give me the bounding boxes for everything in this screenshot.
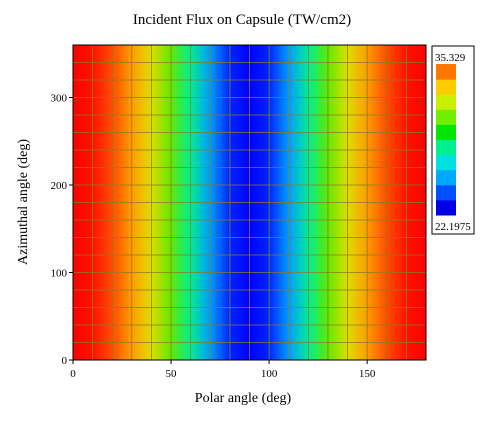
x-tick-label: 150 bbox=[359, 368, 376, 380]
x-tick-label: 50 bbox=[166, 368, 178, 380]
colorbar-swatches bbox=[436, 64, 456, 216]
colorbar-swatch bbox=[436, 79, 456, 95]
colorbar-swatch bbox=[436, 169, 456, 186]
y-tick-label: 300 bbox=[51, 93, 68, 105]
colorbar-swatch bbox=[436, 184, 456, 201]
colorbar-swatch bbox=[436, 94, 456, 110]
plot-area: 0 50 100 150 0 100 200 300 bbox=[51, 44, 427, 380]
plot-frame bbox=[72, 44, 427, 361]
x-tick-label: 100 bbox=[261, 368, 278, 380]
colorbar-swatch bbox=[436, 64, 456, 80]
grid bbox=[73, 45, 426, 360]
colorbar: 35.329 22.1975 bbox=[431, 45, 475, 235]
colorbar-swatch bbox=[436, 139, 456, 156]
x-axis: 0 50 100 150 bbox=[70, 360, 376, 380]
x-tick-label: 0 bbox=[70, 368, 76, 380]
y-tick-label: 100 bbox=[51, 268, 68, 280]
colorbar-min-label: 22.1975 bbox=[435, 221, 471, 233]
y-axis: 0 100 200 300 bbox=[51, 93, 73, 367]
colorbar-swatch bbox=[436, 124, 456, 140]
colorbar-swatch bbox=[436, 199, 456, 216]
y-tick-label: 0 bbox=[62, 355, 68, 367]
y-tick-label: 200 bbox=[51, 180, 68, 192]
chart-title: Incident Flux on Capsule (TW/cm2) bbox=[133, 12, 351, 28]
colorbar-max-label: 35.329 bbox=[435, 52, 466, 64]
y-axis-label: Azimuthal angle (deg) bbox=[16, 139, 31, 265]
x-axis-label: Polar angle (deg) bbox=[195, 391, 292, 406]
colorbar-swatch bbox=[436, 154, 456, 171]
colorbar-swatch bbox=[436, 109, 456, 125]
